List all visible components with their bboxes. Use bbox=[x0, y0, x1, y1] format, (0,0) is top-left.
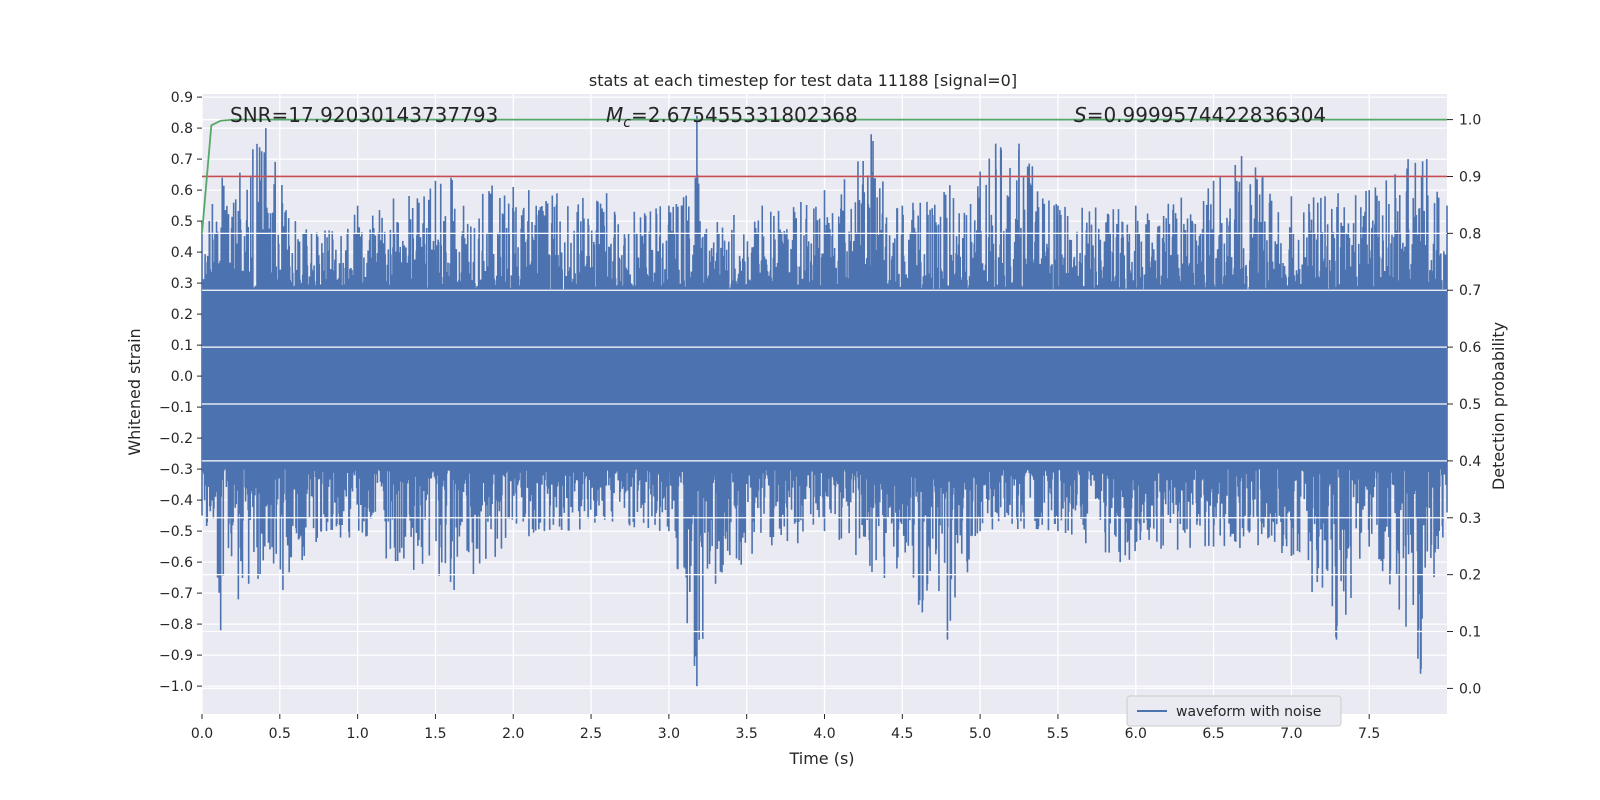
mc-subscript: c bbox=[623, 115, 631, 131]
x-tick-label: 6.5 bbox=[1202, 726, 1224, 742]
y-tick-label: 0.7 bbox=[171, 152, 193, 168]
y-tick-label: 0.9 bbox=[171, 90, 193, 106]
x-tick-label: 1.5 bbox=[424, 726, 446, 742]
y-tick-label: −0.1 bbox=[159, 400, 193, 416]
legend-box bbox=[1126, 695, 1342, 727]
y-axis-ticks: 0.9 0.8 0.7 0.6 0.5 0.4 0.3 0.2 0.1 0.0 −0.1 −0.2 −0… bbox=[159, 90, 202, 695]
y2-axis-ticks: 1.0 0.9 0.8 0.7 0.6 0.5 0.4 0.3 0.2 0.1 0.0 bbox=[1447, 113, 1481, 697]
s-annotation: S=0.9999574422836304 bbox=[1074, 103, 1326, 127]
y-tick-label: 0.2 bbox=[171, 307, 193, 323]
y2-tick-label: 0.1 bbox=[1459, 625, 1481, 641]
x-tick-label: 2.0 bbox=[502, 726, 524, 742]
x-tick-label: 6.0 bbox=[1125, 726, 1147, 742]
s-value: =0.9999574422836304 bbox=[1087, 103, 1326, 127]
y-tick-label: −0.9 bbox=[159, 648, 193, 664]
y-tick-label: 0.4 bbox=[171, 245, 193, 261]
y-tick-label: −0.3 bbox=[159, 462, 193, 478]
chart-title: stats at each timestep for test data 111… bbox=[589, 71, 1017, 90]
x-tick-label: 7.5 bbox=[1358, 726, 1380, 742]
legend-label-waveform: waveform with noise bbox=[1176, 704, 1321, 720]
y-tick-label: −0.6 bbox=[159, 555, 193, 571]
y2-tick-label: 0.5 bbox=[1459, 397, 1481, 413]
y-tick-label: −0.5 bbox=[159, 524, 193, 540]
y-tick-label: −0.8 bbox=[159, 617, 193, 633]
waveform-dense-band bbox=[202, 289, 1447, 470]
y2-tick-label: 0.7 bbox=[1459, 283, 1481, 299]
y-tick-label: 0.8 bbox=[171, 121, 193, 137]
x-tick-label: 5.5 bbox=[1047, 726, 1069, 742]
x-tick-label: 1.0 bbox=[346, 726, 368, 742]
x-tick-label: 0.0 bbox=[191, 726, 213, 742]
y2-tick-label: 0.8 bbox=[1459, 226, 1481, 242]
x-tick-label: 7.0 bbox=[1280, 726, 1302, 742]
mc-annotation: Mc=2.675455331802368 bbox=[606, 103, 858, 131]
y-tick-label: 0.0 bbox=[171, 369, 193, 385]
x-tick-label: 3.0 bbox=[658, 726, 680, 742]
y-tick-label: 0.5 bbox=[171, 214, 193, 230]
detection-probability-line bbox=[201, 118, 1447, 234]
y-tick-label: 0.3 bbox=[171, 276, 193, 292]
y-tick-label: −0.7 bbox=[159, 586, 193, 602]
y2-tick-label: 0.4 bbox=[1459, 454, 1481, 470]
y-tick-label: −0.2 bbox=[159, 431, 193, 447]
x-axis-ticks: 0.0 0.5 1.0 1.5 2.0 2.5 3.0 3.5 4.0 4.5 5.0 5.5 6.0 6… bbox=[191, 714, 1380, 742]
y2-tick-label: 1.0 bbox=[1459, 113, 1481, 129]
mc-value: =2.675455331802368 bbox=[631, 103, 858, 127]
y-tick-label: 0.6 bbox=[171, 183, 193, 199]
x-tick-label: 4.5 bbox=[891, 726, 913, 742]
y2-tick-label: 0.2 bbox=[1459, 568, 1481, 584]
x-axis-label: Time (s) bbox=[788, 749, 854, 768]
y-tick-label: 0.1 bbox=[171, 338, 193, 354]
y2-tick-label: 0.6 bbox=[1459, 340, 1481, 356]
y-tick-label: −1.0 bbox=[159, 679, 193, 695]
x-tick-label: 0.5 bbox=[269, 726, 291, 742]
x-tick-label: 4.0 bbox=[813, 726, 835, 742]
probability-series bbox=[201, 118, 1447, 234]
mc-symbol: M bbox=[606, 103, 623, 127]
y2-axis-label: Detection probability bbox=[1489, 322, 1508, 490]
strain-series bbox=[201, 115, 1448, 687]
x-tick-label: 2.5 bbox=[580, 726, 602, 742]
y-tick-label: −0.4 bbox=[159, 493, 193, 509]
y-axis-label: Whitened strain bbox=[125, 328, 144, 455]
snr-annotation: SNR=17.92030143737793 bbox=[230, 103, 498, 127]
legend: waveform with noise bbox=[1126, 695, 1342, 727]
s-symbol: S bbox=[1074, 103, 1087, 127]
y2-tick-label: 0.3 bbox=[1459, 511, 1481, 527]
x-tick-label: 3.5 bbox=[736, 726, 758, 742]
x-tick-label: 5.0 bbox=[969, 726, 991, 742]
y2-tick-label: 0.0 bbox=[1459, 681, 1481, 697]
y2-tick-label: 0.9 bbox=[1459, 169, 1481, 185]
